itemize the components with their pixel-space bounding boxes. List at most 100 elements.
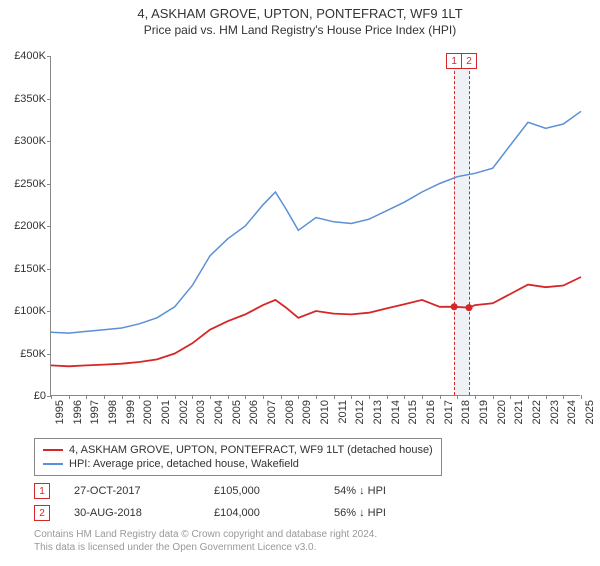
transaction-dot xyxy=(465,304,472,311)
legend-label-property: 4, ASKHAM GROVE, UPTON, PONTEFRACT, WF9 … xyxy=(69,444,433,456)
y-axis-label: £100K xyxy=(14,305,46,317)
y-tick xyxy=(47,226,51,227)
x-axis-label: 2004 xyxy=(213,400,225,424)
legend-label-hpi: HPI: Average price, detached house, Wake… xyxy=(69,458,299,470)
x-tick xyxy=(422,395,423,399)
x-axis-label: 2017 xyxy=(443,400,455,424)
transaction-date-2: 30-AUG-2018 xyxy=(74,507,214,519)
x-tick xyxy=(281,395,282,399)
y-axis-label: £0 xyxy=(34,390,46,402)
x-tick xyxy=(210,395,211,399)
transaction-badge-2: 2 xyxy=(34,505,50,521)
x-tick xyxy=(316,395,317,399)
y-tick xyxy=(47,99,51,100)
x-tick xyxy=(228,395,229,399)
x-axis-label: 2002 xyxy=(178,400,190,424)
x-axis-label: 2016 xyxy=(425,400,437,424)
x-tick xyxy=(581,395,582,399)
x-tick xyxy=(563,395,564,399)
y-tick xyxy=(47,269,51,270)
x-axis-label: 2022 xyxy=(531,400,543,424)
x-axis-label: 1998 xyxy=(107,400,119,424)
y-axis-label: £350K xyxy=(14,93,46,105)
x-tick xyxy=(192,395,193,399)
x-tick xyxy=(510,395,511,399)
chart-title: 4, ASKHAM GROVE, UPTON, PONTEFRACT, WF9 … xyxy=(0,6,600,21)
x-tick xyxy=(175,395,176,399)
transaction-marker-1: 1 xyxy=(446,53,462,69)
x-tick xyxy=(475,395,476,399)
transaction-row-2: 2 30-AUG-2018 £104,000 56% ↓ HPI xyxy=(34,502,454,524)
x-tick xyxy=(263,395,264,399)
x-tick xyxy=(387,395,388,399)
x-tick xyxy=(245,395,246,399)
x-tick xyxy=(298,395,299,399)
x-axis-label: 2019 xyxy=(478,400,490,424)
transaction-badge-1: 1 xyxy=(34,483,50,499)
transaction-price-1: £105,000 xyxy=(214,485,334,497)
x-axis-label: 1997 xyxy=(89,400,101,424)
y-tick xyxy=(47,141,51,142)
x-axis-label: 2023 xyxy=(549,400,561,424)
x-axis-label: 2000 xyxy=(142,400,154,424)
x-axis-label: 2021 xyxy=(513,400,525,424)
x-axis-label: 2014 xyxy=(390,400,402,424)
x-axis-label: 2020 xyxy=(496,400,508,424)
x-axis-label: 2024 xyxy=(566,400,578,424)
x-axis-label: 2013 xyxy=(372,400,384,424)
legend: 4, ASKHAM GROVE, UPTON, PONTEFRACT, WF9 … xyxy=(34,438,442,476)
transaction-marker-2: 2 xyxy=(461,53,477,69)
footer-line-1: Contains HM Land Registry data © Crown c… xyxy=(34,528,377,541)
transaction-row-1: 1 27-OCT-2017 £105,000 54% ↓ HPI xyxy=(34,480,454,502)
y-tick xyxy=(47,184,51,185)
legend-swatch-property xyxy=(43,449,63,451)
x-tick xyxy=(122,395,123,399)
x-axis-label: 2005 xyxy=(231,400,243,424)
x-axis-label: 2010 xyxy=(319,400,331,424)
y-axis-label: £150K xyxy=(14,263,46,275)
x-tick xyxy=(351,395,352,399)
series-property xyxy=(51,277,581,366)
x-tick xyxy=(86,395,87,399)
legend-item-hpi: HPI: Average price, detached house, Wake… xyxy=(43,457,433,471)
y-axis-label: £50K xyxy=(20,348,46,360)
x-tick xyxy=(546,395,547,399)
legend-item-property: 4, ASKHAM GROVE, UPTON, PONTEFRACT, WF9 … xyxy=(43,443,433,457)
x-axis-label: 2012 xyxy=(354,400,366,424)
x-tick xyxy=(528,395,529,399)
y-axis-label: £400K xyxy=(14,50,46,62)
x-tick xyxy=(334,395,335,399)
x-axis-label: 2003 xyxy=(195,400,207,424)
chart-subtitle: Price paid vs. HM Land Registry's House … xyxy=(0,23,600,37)
x-axis-label: 2006 xyxy=(248,400,260,424)
x-tick xyxy=(457,395,458,399)
transaction-diff-2: 56% ↓ HPI xyxy=(334,507,454,519)
legend-swatch-hpi xyxy=(43,463,63,465)
x-tick xyxy=(157,395,158,399)
x-axis-label: 2018 xyxy=(460,400,472,424)
x-axis-label: 1996 xyxy=(72,400,84,424)
x-axis-label: 2025 xyxy=(584,400,596,424)
y-axis-label: £200K xyxy=(14,220,46,232)
x-tick xyxy=(69,395,70,399)
footer: Contains HM Land Registry data © Crown c… xyxy=(34,528,377,554)
y-tick xyxy=(47,354,51,355)
chart-area: 1 2 £0£50K£100K£150K£200K£250K£300K£350K… xyxy=(50,56,580,396)
x-axis-label: 1995 xyxy=(54,400,66,424)
x-axis-label: 2009 xyxy=(301,400,313,424)
series-hpi xyxy=(51,111,581,333)
y-tick xyxy=(47,311,51,312)
plot-box: 1 2 xyxy=(50,56,580,396)
x-tick xyxy=(51,395,52,399)
transaction-diff-1: 54% ↓ HPI xyxy=(334,485,454,497)
x-axis-label: 2007 xyxy=(266,400,278,424)
footer-line-2: This data is licensed under the Open Gov… xyxy=(34,541,377,554)
x-axis-label: 2015 xyxy=(407,400,419,424)
x-tick xyxy=(493,395,494,399)
transaction-dot xyxy=(451,303,458,310)
y-axis-label: £250K xyxy=(14,178,46,190)
x-axis-label: 2001 xyxy=(160,400,172,424)
transaction-date-1: 27-OCT-2017 xyxy=(74,485,214,497)
x-axis-label: 1999 xyxy=(125,400,137,424)
transactions-table: 1 27-OCT-2017 £105,000 54% ↓ HPI 2 30-AU… xyxy=(34,480,454,524)
